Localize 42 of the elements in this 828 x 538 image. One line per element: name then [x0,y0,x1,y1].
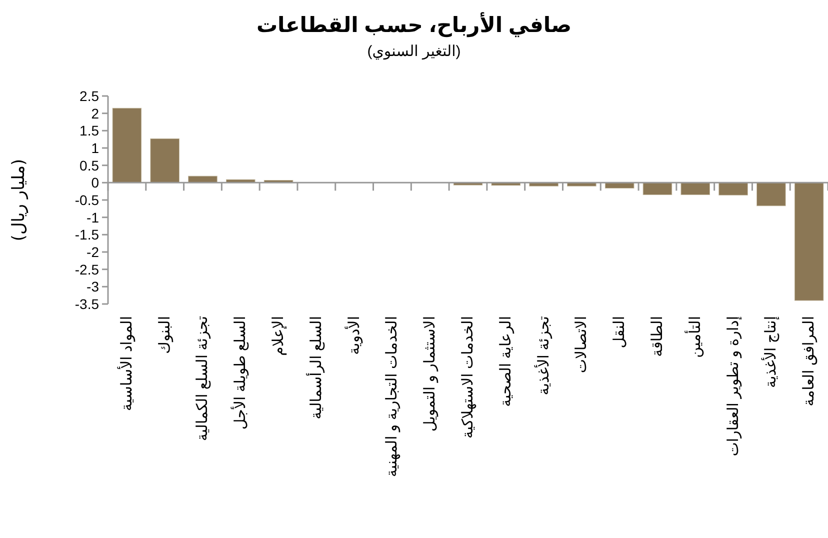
y-tick-label: -2.5 [74,261,100,278]
bar [112,108,142,183]
y-tick-label: 1.5 [80,122,100,139]
x-tick-label: النقل [611,316,628,348]
x-tick-label: تجزئة السلع الكمالية [194,316,212,442]
x-tick-label: الطاقة [648,316,666,357]
bar [718,182,748,196]
bar [150,138,180,183]
x-tick-label: السلع طويلة الأجل [230,316,250,430]
x-tick-label: الأدوية [344,316,363,355]
x-tick-label: إدارة و تطوير العقارات [724,316,742,456]
x-tick-label: المواد الأساسية [116,316,136,412]
x-tick-label: إنتاج الأغذية [760,316,780,388]
y-tick-label: -2 [86,244,100,260]
x-tick-label: الاتصالات [573,316,590,374]
y-tick-label: -1.5 [74,226,100,243]
x-tick-label: الاستثمار و التمويل [422,316,439,432]
y-tick-label: -1 [86,209,100,226]
y-axis-title: (مليار ريال) [9,158,29,242]
bar [756,182,786,206]
x-tick-label: السلع الرأسمالية [306,316,325,420]
y-tick-label: 0 [91,174,100,191]
y-tick-label: -3.5 [74,296,100,312]
x-tick-label: المرافق العامة [800,316,818,406]
x-tick-label: الخدمات التجارية و المهنية [384,316,401,478]
chart-subtitle: (التغير السنوي) [367,43,461,60]
y-tick-label: 2 [91,105,100,122]
x-tick-label: التأمين [684,316,704,358]
bar [794,182,824,301]
x-tick-label: الخدمات الاستهلاكية [460,316,476,439]
x-tick-label: الإعلام [270,316,288,356]
y-tick-label: 1 [91,140,100,156]
y-tick-label: -0.5 [74,192,100,208]
chart-title: صافي الأرباح، حسب القطاعات [256,12,572,38]
y-tick-label: -3 [86,278,100,295]
x-tick-label: البنوك [156,316,174,354]
bar [680,182,710,196]
x-tick-label: تجزئة الأغذية [533,316,552,396]
bar [642,182,672,196]
x-tick-label: الرعاية الصحية [497,316,514,407]
y-tick-label: 0.5 [80,157,100,174]
y-tick-label: 2.5 [80,88,100,104]
